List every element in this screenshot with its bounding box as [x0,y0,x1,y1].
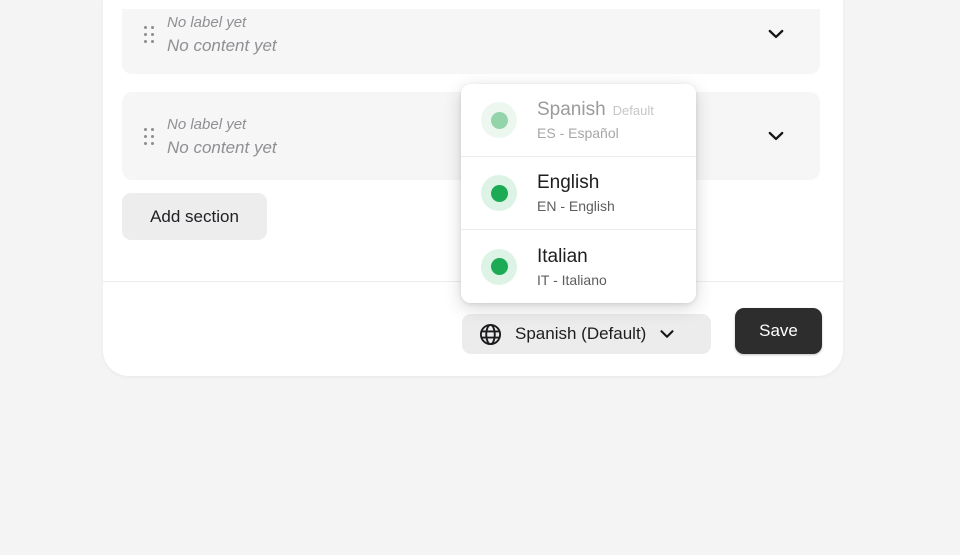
footer-bar: Spanish (Default) Save [103,281,843,376]
section-text: No label yet No content yet [167,115,277,158]
language-code: ES - Español [537,125,619,141]
language-selector-value: Spanish (Default) [515,324,647,343]
drag-handle-icon[interactable] [144,25,154,43]
green-dot-icon [481,102,517,138]
language-menu: Spanish Default ES - Español English EN … [461,84,696,303]
save-button[interactable]: Save [735,308,822,354]
default-badge: Default [612,103,654,118]
section-content: No content yet [167,137,277,157]
section-content: No content yet [167,35,277,55]
section-text: No label yet No content yet [167,13,277,56]
section-row[interactable]: No label yet No content yet [122,0,820,74]
drag-handle-icon[interactable] [144,127,154,145]
section-label: No label yet [167,115,247,133]
language-name: English [537,172,600,193]
header-overlay [103,0,843,9]
add-section-button[interactable]: Add section [122,193,267,240]
language-selector-button[interactable]: Spanish (Default) [462,314,711,354]
green-dot-icon [481,248,517,285]
menu-item-spanish[interactable]: Spanish Default ES - Español [461,84,696,157]
language-code: IT - Italiano [537,271,607,288]
language-name: Italian [537,245,588,267]
globe-icon [478,322,503,347]
menu-item-italian[interactable]: Italian IT - Italiano [461,230,696,303]
language-code: EN - English [537,198,615,214]
menu-item-english[interactable]: English EN - English [461,157,696,230]
chevron-down-icon[interactable] [768,29,784,39]
language-name: Spanish [537,99,606,120]
green-dot-icon [481,175,517,211]
chevron-down-icon [660,330,674,338]
chevron-down-icon[interactable] [768,131,784,141]
section-label: No label yet [167,13,247,31]
